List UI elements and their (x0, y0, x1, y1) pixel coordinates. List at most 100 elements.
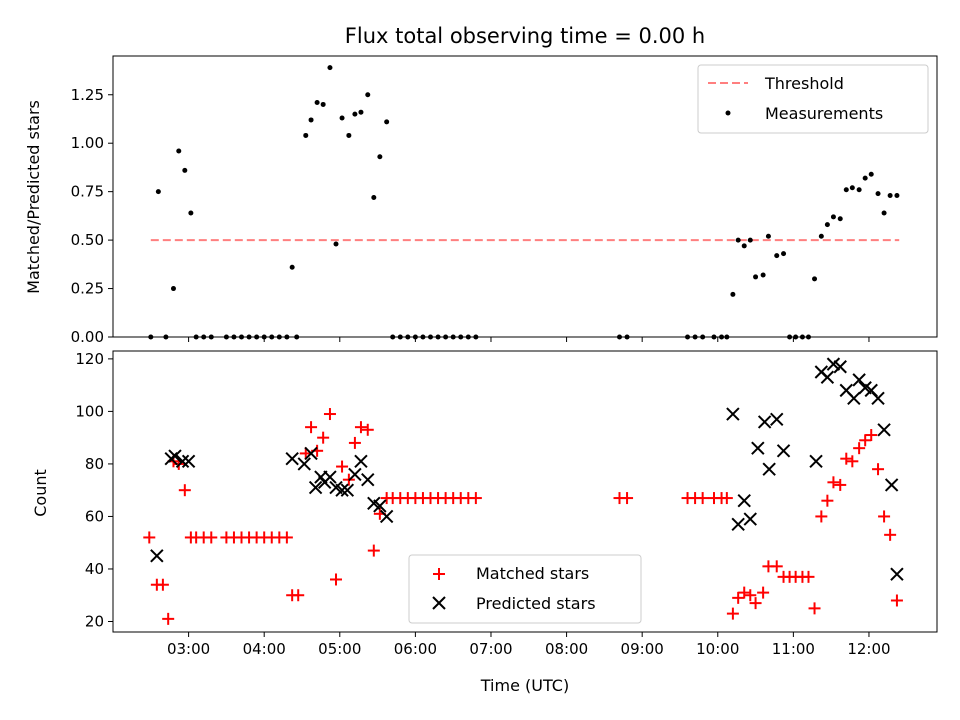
measurement-point (308, 117, 314, 123)
matched-star-point (853, 442, 866, 455)
predicted-star-point (762, 462, 776, 476)
top-legend-box (697, 64, 929, 134)
bottom-y-tick-label: 80 (85, 455, 104, 473)
measurement-point (239, 334, 245, 340)
measurement-point (176, 148, 182, 154)
top-legend: Threshold Measurements (697, 64, 929, 134)
matched-star-point (143, 531, 156, 544)
measurement-point (692, 334, 698, 340)
predicted-star-point (757, 415, 772, 429)
bottom-y-tick-label: 40 (85, 560, 104, 578)
bottom-axes-frame (112, 350, 938, 633)
measurement-point (269, 334, 275, 340)
matched-star-point (738, 586, 751, 599)
measurement-point (781, 251, 787, 257)
top-y-tick-label: 0.75 (71, 183, 104, 201)
bottom-x-tick-label: 06:00 (394, 640, 437, 658)
predicted-star-point (737, 493, 751, 508)
legend-matched-marker (433, 568, 445, 580)
matched-star-point (865, 429, 878, 442)
measurement-point (443, 334, 449, 340)
predicted-star-point (871, 391, 885, 405)
predicted-star-point (297, 457, 311, 471)
measurement-point (793, 334, 799, 340)
measurement-point (868, 171, 874, 177)
matched-star-point (367, 544, 380, 557)
measurement-point (289, 264, 295, 270)
bottom-x-tick-label: 12:00 (847, 640, 890, 658)
measurement-point (894, 193, 900, 199)
measurement-point (193, 334, 199, 340)
matched-star-point (840, 452, 853, 465)
measurement-point (276, 334, 282, 340)
predicted-star-point (809, 454, 823, 469)
matched-star-point (808, 602, 821, 615)
predicted-star-point (820, 370, 835, 384)
legend-predicted-label: Predicted stars (476, 594, 596, 613)
matched-star-point (621, 492, 634, 505)
measurement-point (170, 286, 176, 292)
measurement-point (163, 334, 169, 340)
measurement-point (314, 100, 320, 106)
measurement-point (365, 92, 371, 98)
top-y-tick-label: 1.00 (71, 134, 104, 152)
measurement-point (616, 334, 622, 340)
legend-matched-label: Matched stars (476, 564, 589, 583)
matched-star-point (802, 570, 815, 583)
predicted-star-point (847, 391, 861, 405)
measurement-point (719, 334, 725, 340)
measurement-point (862, 175, 868, 181)
top-axes-frame (112, 55, 938, 338)
predicted-star-point (348, 467, 362, 482)
top-y-tick-label: 0.25 (71, 280, 104, 298)
measurement-point (765, 233, 771, 239)
bottom-x-tick-label: 04:00 (243, 640, 286, 658)
predicted-star-point (354, 454, 368, 469)
measurement-point (397, 334, 403, 340)
measurement-point (339, 115, 345, 121)
measurement-point (843, 187, 849, 193)
top-axes: 0.00 0.25 0.50 0.75 1.00 1.25 (71, 55, 938, 346)
top-y-tick-label: 0.00 (71, 328, 104, 346)
legend-measurements-label: Measurements (765, 104, 883, 123)
measurement-point (231, 334, 237, 340)
matched-star-point (280, 531, 293, 544)
bottom-legend: Matched stars Predicted stars (408, 554, 642, 624)
measurement-point (700, 334, 706, 340)
bottom-y-tick-label: 20 (85, 612, 104, 630)
bottom-x-tick-label: 03:00 (167, 640, 210, 658)
measurement-point (473, 334, 479, 340)
measurement-point (830, 214, 836, 220)
measurement-point (735, 237, 741, 243)
bottom-panel: Count Time (UTC) 20 40 60 80 100 120 03:00 04:0… (31, 350, 938, 695)
measurement-point (685, 334, 691, 340)
matched-star-point (330, 573, 343, 586)
matched-star-point (156, 578, 169, 591)
predicted-star-point (175, 454, 190, 469)
bottom-y-tick-label: 100 (75, 402, 104, 420)
measurement-point (753, 274, 759, 280)
top-y-tick-label: 0.50 (71, 231, 104, 249)
legend-threshold-label: Threshold (764, 74, 844, 93)
measurement-point (818, 233, 824, 239)
measurement-point (774, 253, 780, 259)
measurement-point (450, 334, 456, 340)
matched-star-point (178, 484, 191, 497)
measurement-point (261, 334, 267, 340)
predicted-star-point (833, 360, 847, 374)
predicted-star-point (323, 470, 337, 484)
predicted-star-point (361, 472, 375, 487)
predicted-star-point (335, 483, 349, 497)
matched-star-point (770, 560, 783, 573)
measurement-point (812, 276, 818, 282)
predicted-star-point (826, 357, 841, 371)
predicted-star-point (726, 407, 740, 421)
measurement-point (223, 334, 229, 340)
matched-star-point (878, 510, 891, 523)
predicted-star-point (285, 451, 299, 466)
measurement-point (787, 334, 793, 340)
legend-predicted-marker (432, 596, 446, 610)
matched-star-point (305, 421, 318, 434)
measurement-point (188, 210, 194, 216)
